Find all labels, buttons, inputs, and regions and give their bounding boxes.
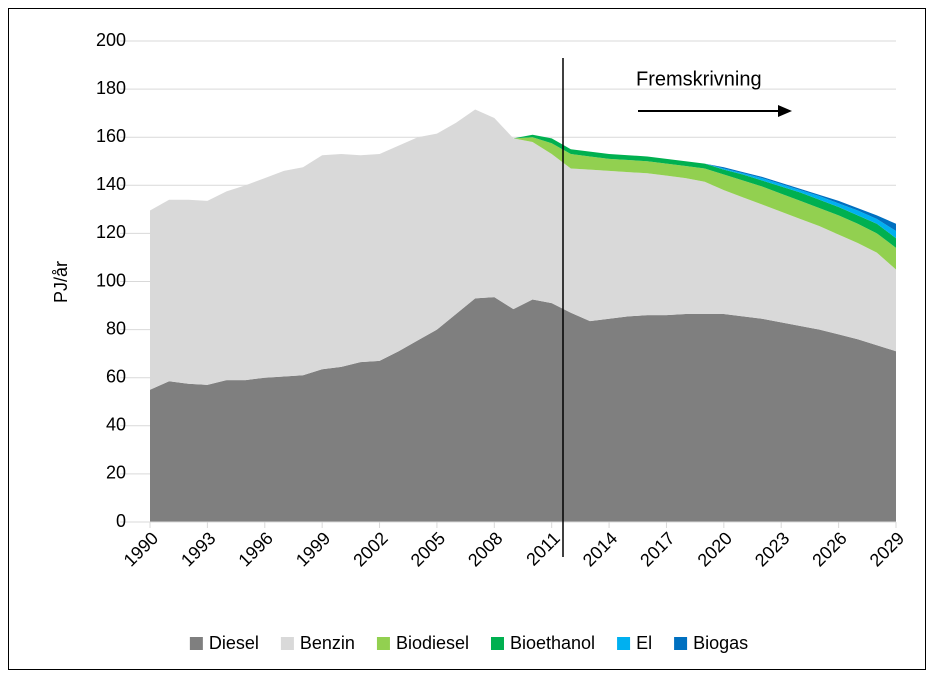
legend-label: Bioethanol: [510, 633, 595, 653]
y-axis-label: PJ/år: [51, 261, 71, 303]
legend-label: Biogas: [693, 633, 748, 653]
legend-swatch: [490, 637, 504, 650]
area: [150, 297, 896, 522]
legend-swatch: [617, 637, 631, 650]
legend-label: Diesel: [209, 633, 259, 653]
x-tick-label: 2023: [751, 528, 793, 570]
area: [150, 109, 896, 270]
x-tick-label: 2011: [522, 528, 564, 570]
area: [150, 109, 896, 390]
x-tick-label: 1990: [120, 528, 162, 570]
y-tick-label: 140: [96, 174, 126, 194]
x-tick-label: 2026: [808, 528, 850, 570]
legend: Diesel Benzin Biodiesel Bioethanol El Biogas: [189, 633, 748, 653]
annotation: Fremskrivning: [636, 68, 762, 90]
legend-swatch: [189, 637, 203, 650]
y-tick-label: 100: [96, 270, 126, 290]
legend-item: Biogas: [674, 633, 748, 653]
x-tick-label: 2008: [464, 528, 506, 570]
legend-label: Biodiesel: [396, 633, 469, 653]
legend-swatch: [674, 637, 688, 650]
y-tick-label: 20: [106, 463, 126, 483]
legend-label: El: [636, 633, 652, 653]
legend-item: El: [617, 633, 652, 653]
legend-swatch: [280, 637, 294, 650]
y-tick-label: 180: [96, 78, 126, 98]
x-tick-label: 1999: [292, 528, 334, 570]
y-tick-label: 80: [106, 318, 126, 338]
areas: [150, 109, 896, 522]
x-tick-label: 1993: [177, 528, 219, 570]
y-tick-label: 0: [116, 511, 126, 531]
y-tick-label: 160: [96, 126, 126, 146]
y-tick-label: 120: [96, 222, 126, 242]
legend-swatch: [376, 637, 390, 650]
legend-item: Biodiesel: [376, 633, 469, 653]
x-tick-label: 2005: [407, 528, 449, 570]
y-tick-label: 60: [106, 366, 126, 386]
chart-border: [8, 8, 926, 670]
y-tick-label: 40: [106, 415, 126, 435]
x-tick-label: 2017: [636, 528, 678, 570]
x-tick-label: 2014: [579, 528, 621, 570]
area: [150, 109, 896, 248]
x-tick-label: 2002: [349, 528, 391, 570]
legend-item: Bioethanol: [490, 633, 595, 653]
annotation-arrowhead: [778, 105, 792, 117]
y-tick-label: 200: [96, 30, 126, 50]
legend-item: Benzin: [280, 633, 355, 653]
legend-item: Diesel: [189, 633, 259, 653]
x-tick-label: 2029: [866, 528, 908, 570]
legend-label: Benzin: [300, 633, 355, 653]
x-tick-label: 1996: [234, 528, 276, 570]
x-tick-label: 2020: [694, 528, 736, 570]
